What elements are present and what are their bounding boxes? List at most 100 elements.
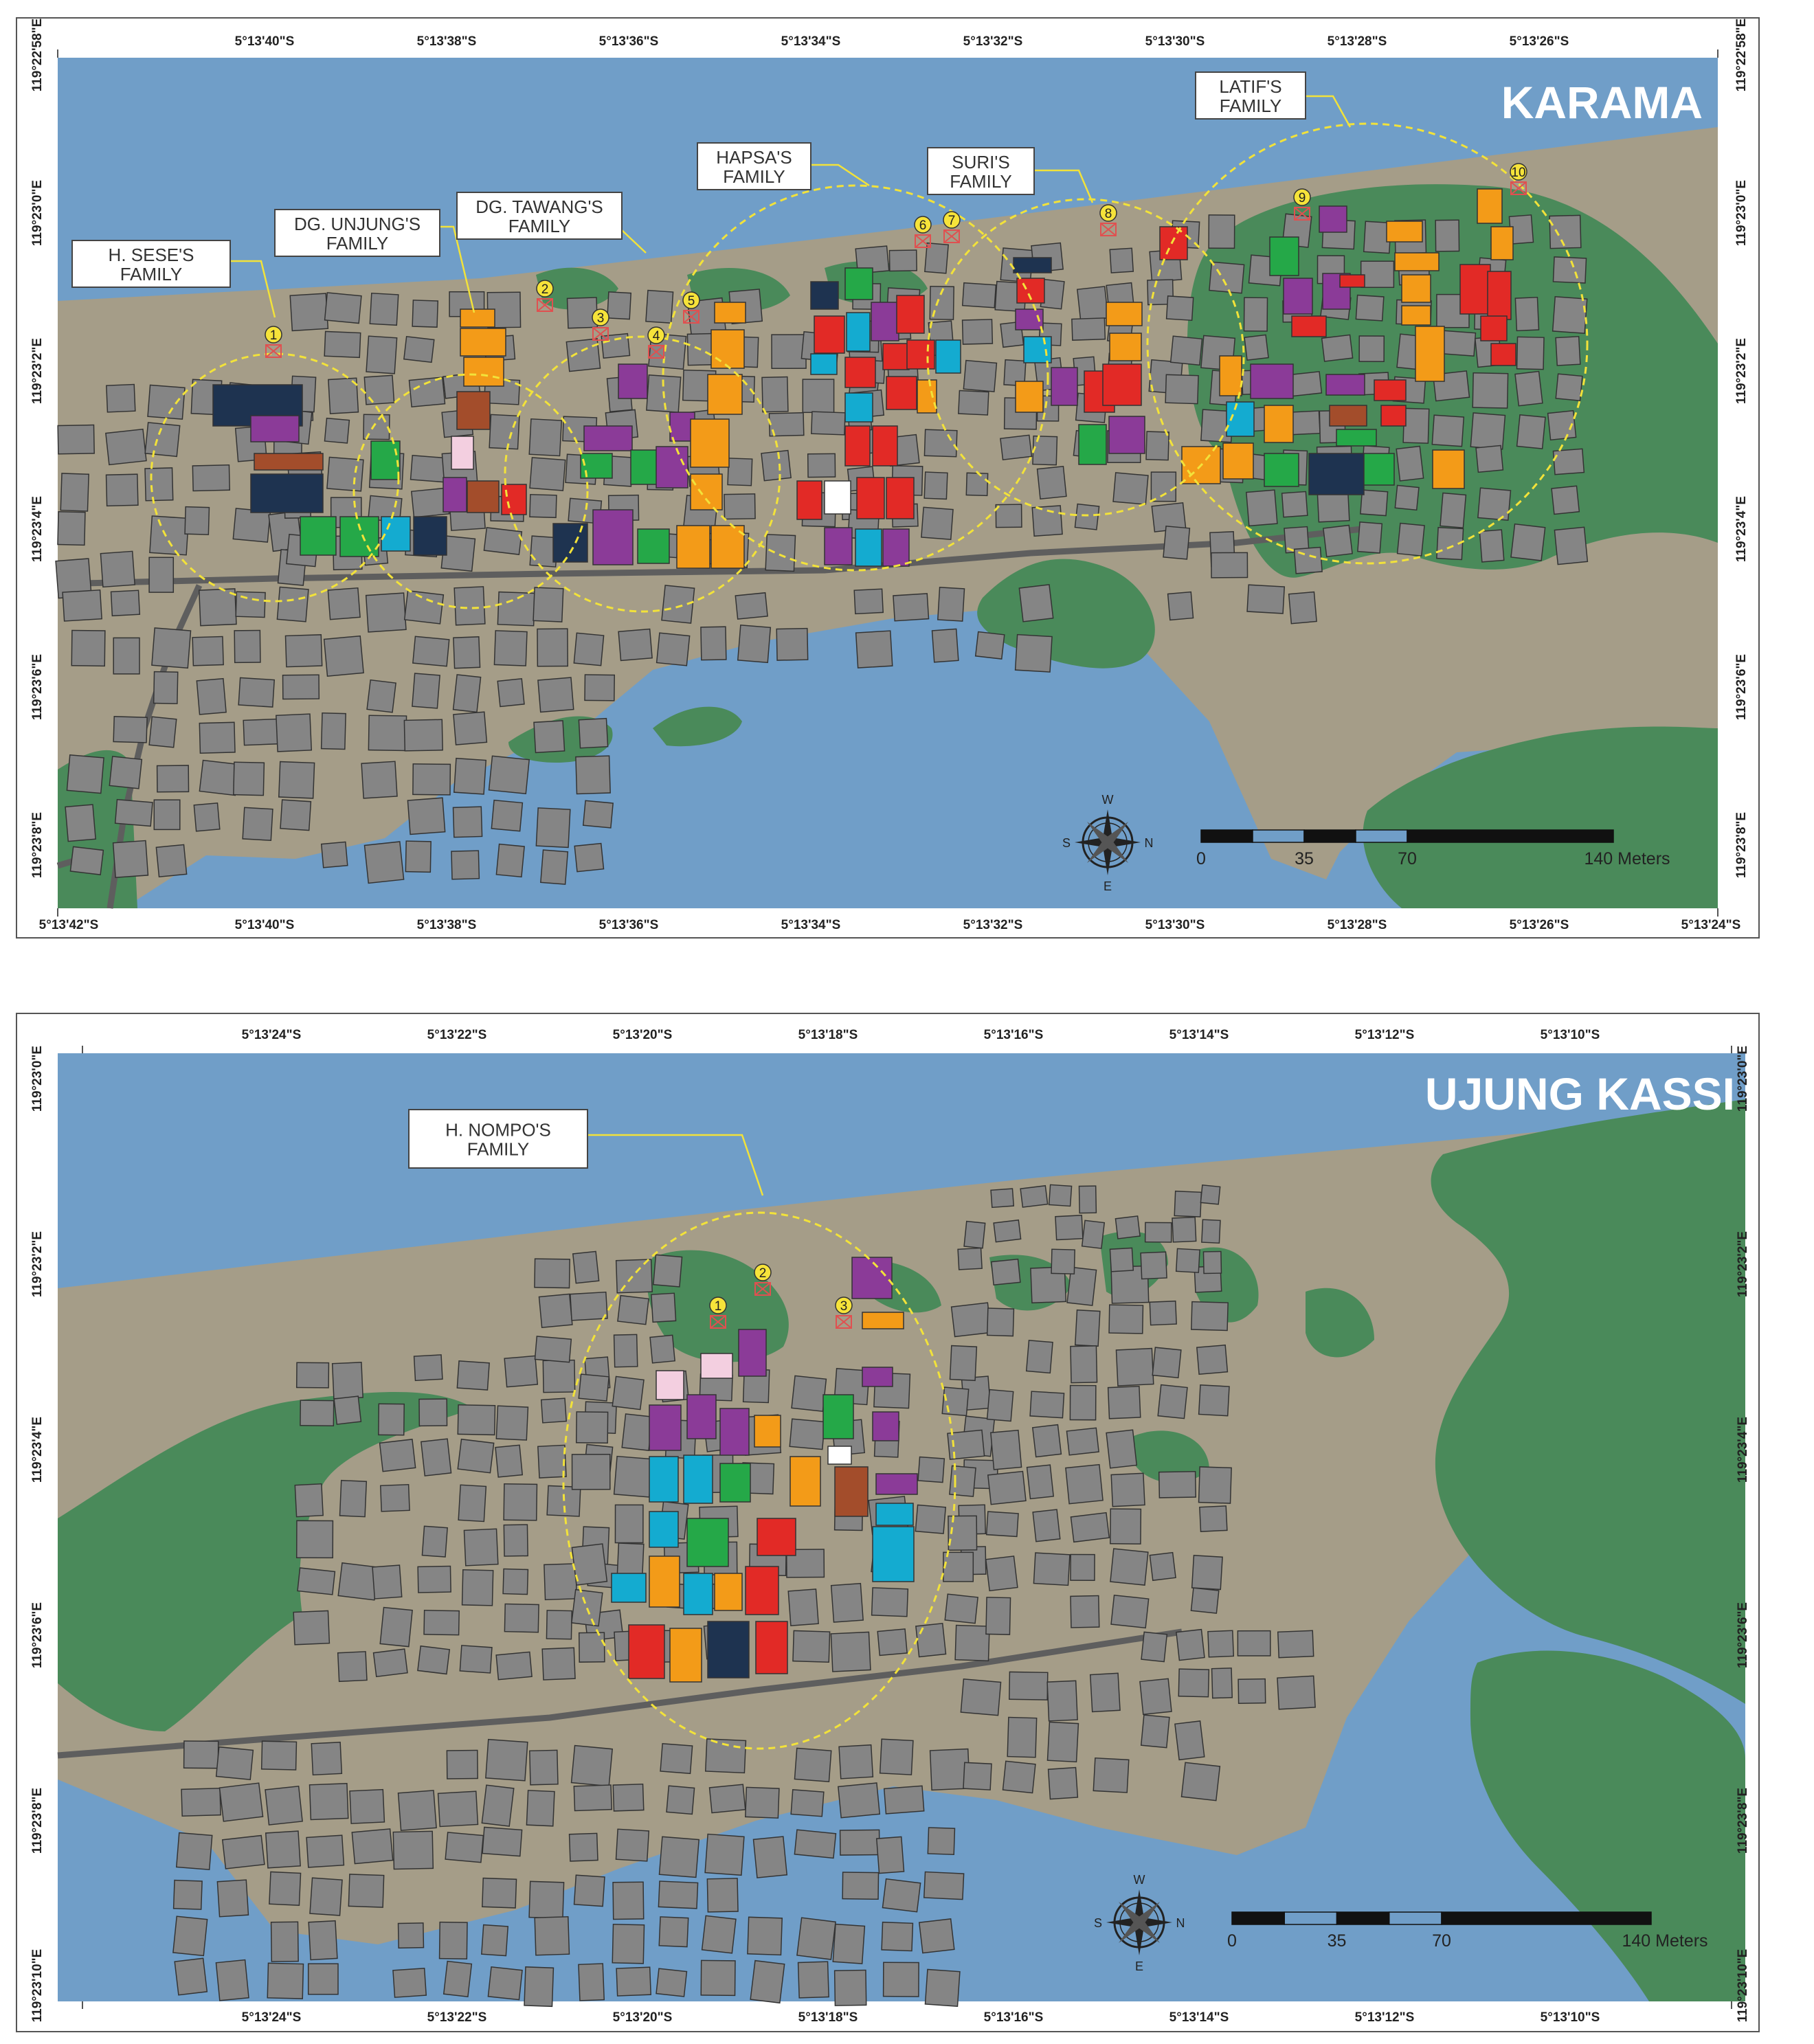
karama-top-tick: 5°13'26"S: [1510, 34, 1569, 49]
house: [985, 1556, 1018, 1592]
house: [948, 1515, 978, 1551]
family-label-box: [408, 1109, 588, 1169]
house: [308, 1920, 338, 1961]
house-marker: 5: [682, 291, 700, 324]
house: [871, 1587, 909, 1617]
marker-cross-box: [265, 344, 282, 358]
house: [1516, 414, 1546, 449]
house: [1288, 591, 1317, 625]
family-house-orange: [460, 308, 495, 328]
house: [888, 249, 917, 272]
house: [747, 1916, 783, 1956]
family-house-orange: [463, 357, 504, 387]
house: [1191, 1301, 1229, 1332]
house: [573, 1784, 613, 1812]
marker-cross-box: [537, 298, 553, 312]
house: [456, 1360, 490, 1391]
house: [420, 1438, 452, 1476]
house: [457, 1404, 496, 1436]
house: [838, 1744, 874, 1779]
scale-segment: [1284, 1911, 1338, 1925]
house: [481, 1784, 515, 1827]
house: [883, 1785, 925, 1815]
house: [830, 1631, 871, 1672]
marker-number: 2: [541, 282, 549, 297]
house: [963, 1220, 986, 1249]
house: [148, 557, 175, 593]
karama-top-tick: 5°13'40"S: [235, 34, 295, 49]
house: [57, 424, 95, 455]
house: [234, 629, 261, 664]
house: [1070, 1595, 1100, 1628]
house: [183, 1740, 219, 1769]
house: [1157, 1384, 1188, 1419]
house: [700, 626, 727, 661]
marker-number: 6: [919, 218, 927, 233]
karama-bottom-tick: 5°13'40"S: [235, 918, 295, 932]
family-house-orange: [754, 1415, 781, 1448]
scale-label-70: 70: [1432, 1931, 1451, 1951]
house: [937, 587, 965, 622]
family-house-navy: [1013, 257, 1052, 273]
house: [838, 1782, 881, 1819]
family-house-white: [827, 1446, 852, 1465]
house: [993, 1219, 1022, 1243]
house: [502, 1568, 529, 1595]
house: [1152, 1347, 1182, 1379]
ujung-mangrove: [58, 1099, 1745, 2001]
house: [1207, 1630, 1235, 1658]
house: [830, 1582, 864, 1623]
karama-map: 5°13'40"S 5°13'38"S 5°13'36"S 5°13'34"S 5°13…: [16, 17, 1760, 939]
family-label-box: [1195, 71, 1306, 120]
house: [1555, 335, 1581, 366]
house: [995, 504, 1022, 528]
house: [1144, 1222, 1172, 1243]
karama-bottom-tick: 5°13'38"S: [417, 918, 477, 932]
house: [366, 679, 396, 713]
karama-ticks: [57, 49, 1718, 917]
house: [660, 1742, 693, 1775]
family-house-red: [796, 480, 822, 520]
family-label-box: [927, 147, 1035, 195]
house: [882, 1878, 921, 1913]
house: [1112, 472, 1149, 505]
family-house-orange: [1386, 221, 1423, 243]
house: [923, 1871, 965, 1900]
house: [60, 473, 89, 512]
karama-bottom-tick: 5°13'30"S: [1145, 918, 1205, 932]
house: [792, 1630, 831, 1663]
family-label-box: [71, 240, 231, 288]
scale-segment: [1231, 1911, 1285, 1925]
ujung-left-tick: 119°23'4"E: [30, 1417, 45, 1483]
ujung-right-tick: 119°23'0"E: [1736, 1046, 1750, 1112]
house: [423, 1610, 460, 1636]
house: [540, 849, 569, 885]
family-house-purple: [686, 1394, 717, 1439]
family-house-orange: [1015, 381, 1044, 413]
house: [379, 1439, 416, 1472]
family-house-green: [637, 528, 670, 564]
house: [985, 1597, 1011, 1635]
house: [1110, 1508, 1142, 1545]
house: [333, 1395, 362, 1425]
house: [1009, 1671, 1049, 1700]
house: [339, 1479, 368, 1518]
marker-circle: [709, 1296, 727, 1314]
house: [1089, 1672, 1121, 1713]
house: [1477, 487, 1512, 521]
house: [156, 765, 190, 793]
house: [481, 1924, 509, 1957]
house: [418, 1398, 448, 1427]
house: [974, 631, 1005, 660]
scale-segment: [1252, 829, 1305, 843]
house: [306, 1834, 345, 1868]
house: [295, 1520, 334, 1559]
family-label-box: [274, 209, 440, 257]
house: [482, 1877, 517, 1909]
family-house-green: [822, 1394, 854, 1439]
family-house-green: [1363, 453, 1395, 486]
house: [267, 1962, 304, 1999]
house: [1030, 1266, 1067, 1304]
house: [931, 628, 959, 663]
